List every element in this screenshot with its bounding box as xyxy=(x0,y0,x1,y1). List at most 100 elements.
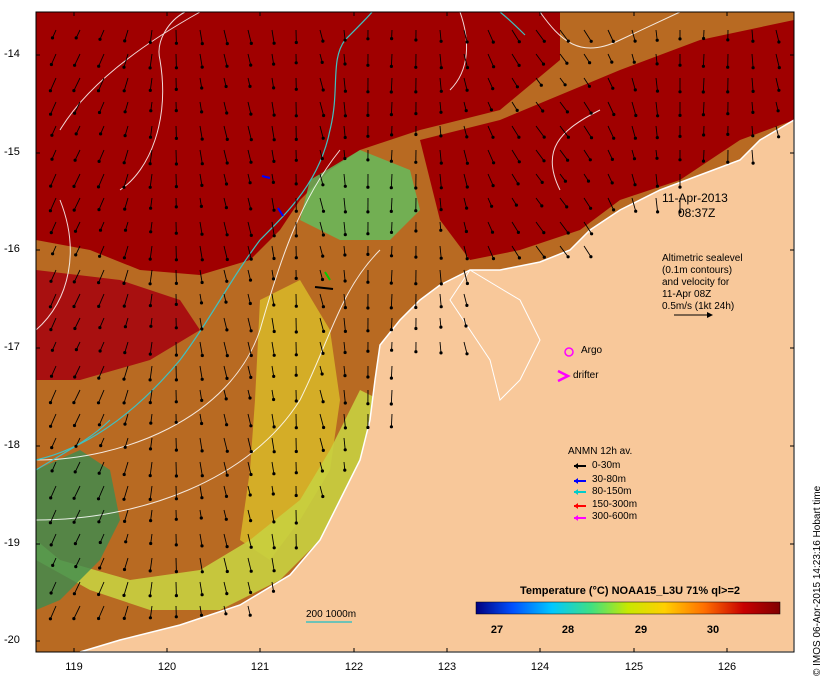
velocity-arrow-head xyxy=(149,324,153,328)
velocity-arrow-head xyxy=(200,327,204,331)
lat-tick: -20 xyxy=(4,634,20,646)
velocity-arrow xyxy=(149,557,153,571)
velocity-arrow-head xyxy=(465,161,469,165)
velocity-arrow xyxy=(487,53,495,67)
velocity-arrow-head xyxy=(492,161,496,165)
velocity-arrow xyxy=(50,389,57,403)
velocity-arrow xyxy=(50,173,57,187)
velocity-arrow-head xyxy=(51,563,55,568)
velocity-arrow xyxy=(271,197,275,211)
velocity-arrow-head xyxy=(588,158,592,162)
velocity-arrow-head xyxy=(225,257,229,262)
velocity-arrow-head xyxy=(225,328,229,332)
velocity-arrow xyxy=(631,125,636,139)
velocity-arrow-head xyxy=(612,136,616,140)
velocity-arrow xyxy=(124,341,129,353)
velocity-arrow xyxy=(98,509,105,522)
velocity-arrow xyxy=(98,365,105,379)
velocity-arrow xyxy=(271,29,275,44)
velocity-arrow xyxy=(199,485,203,498)
velocity-arrow xyxy=(463,341,468,354)
velocity-arrow xyxy=(463,221,467,232)
velocity-arrow-head xyxy=(225,354,229,358)
velocity-arrow xyxy=(223,365,228,379)
velocity-arrow-head xyxy=(589,255,593,259)
velocity-arrow-head xyxy=(320,60,324,64)
velocity-arrow-head xyxy=(123,207,127,211)
velocity-arrow-head xyxy=(389,64,393,68)
velocity-arrow-head xyxy=(655,38,659,42)
velocity-arrow xyxy=(343,29,346,41)
velocity-arrow xyxy=(391,221,393,233)
velocity-arrow xyxy=(775,77,780,91)
velocity-arrow xyxy=(149,245,153,260)
velocity-arrow-head xyxy=(122,256,126,260)
velocity-arrow-head xyxy=(390,133,394,137)
velocity-arrow-head xyxy=(414,350,418,354)
velocity-arrow xyxy=(199,29,203,44)
velocity-arrow xyxy=(50,317,57,330)
velocity-arrow-head xyxy=(200,65,204,69)
velocity-arrow xyxy=(73,269,81,283)
velocity-arrow-head xyxy=(491,40,495,44)
velocity-arrow-head xyxy=(439,228,443,232)
velocity-arrow xyxy=(343,293,346,308)
velocity-arrow xyxy=(775,53,780,68)
velocity-arrow xyxy=(463,125,468,138)
velocity-arrow xyxy=(463,269,468,284)
velocity-arrow xyxy=(50,101,57,115)
velocity-arrow-head xyxy=(200,544,204,548)
velocity-arrow-head xyxy=(249,41,253,46)
velocity-arrow-head xyxy=(489,108,493,112)
velocity-arrow xyxy=(487,149,495,163)
velocity-arrow-head xyxy=(726,90,730,94)
velocity-arrow-head xyxy=(366,329,370,333)
velocity-arrow xyxy=(247,269,251,281)
velocity-arrow-head xyxy=(633,136,638,140)
velocity-arrow xyxy=(535,173,543,183)
velocity-arrow-head xyxy=(366,37,370,41)
velocity-arrow xyxy=(73,389,81,403)
velocity-arrow-head xyxy=(321,351,325,355)
velocity-arrow xyxy=(247,437,252,452)
velocity-arrow xyxy=(74,533,81,544)
mooring-legend-item: 0-30m xyxy=(592,460,621,471)
velocity-arrow xyxy=(319,29,324,42)
velocity-arrow xyxy=(319,341,324,354)
velocity-arrow-head xyxy=(225,64,229,68)
velocity-arrow xyxy=(223,581,228,594)
velocity-arrow xyxy=(463,197,468,209)
velocity-arrow-head xyxy=(74,253,78,257)
velocity-arrow-head xyxy=(49,112,53,116)
velocity-arrow xyxy=(271,221,275,236)
velocity-arrow-head xyxy=(272,256,276,261)
velocity-arrow xyxy=(247,509,252,521)
velocity-arrow xyxy=(535,245,545,258)
velocity-arrow xyxy=(123,149,129,163)
velocity-arrow-head xyxy=(465,66,470,70)
velocity-arrow-head xyxy=(225,42,229,46)
velocity-arrow xyxy=(271,461,275,474)
velocity-arrow xyxy=(247,293,251,304)
velocity-arrow-head xyxy=(122,377,126,381)
velocity-arrow-head xyxy=(726,132,730,136)
velocity-arrow-head xyxy=(516,182,520,186)
velocity-arrow-head xyxy=(225,423,229,427)
velocity-arrow-head xyxy=(200,258,204,262)
velocity-arrow xyxy=(631,77,636,91)
velocity-arrow xyxy=(223,341,228,356)
velocity-arrow-head xyxy=(541,62,546,66)
velocity-arrow xyxy=(98,173,105,188)
velocity-arrow xyxy=(439,197,442,210)
velocity-arrow-head xyxy=(294,373,298,377)
argo-label: Argo xyxy=(581,345,603,356)
velocity-arrow xyxy=(199,461,203,476)
velocity-arrow-head xyxy=(343,401,347,405)
velocity-arrow-head xyxy=(366,134,370,138)
mooring-legend-item: 300-600m xyxy=(592,511,638,522)
velocity-arrow xyxy=(123,605,129,619)
velocity-arrow xyxy=(124,29,129,42)
velocity-arrow xyxy=(559,221,569,234)
velocity-arrow xyxy=(439,53,442,68)
velocity-arrow-head xyxy=(465,40,469,44)
